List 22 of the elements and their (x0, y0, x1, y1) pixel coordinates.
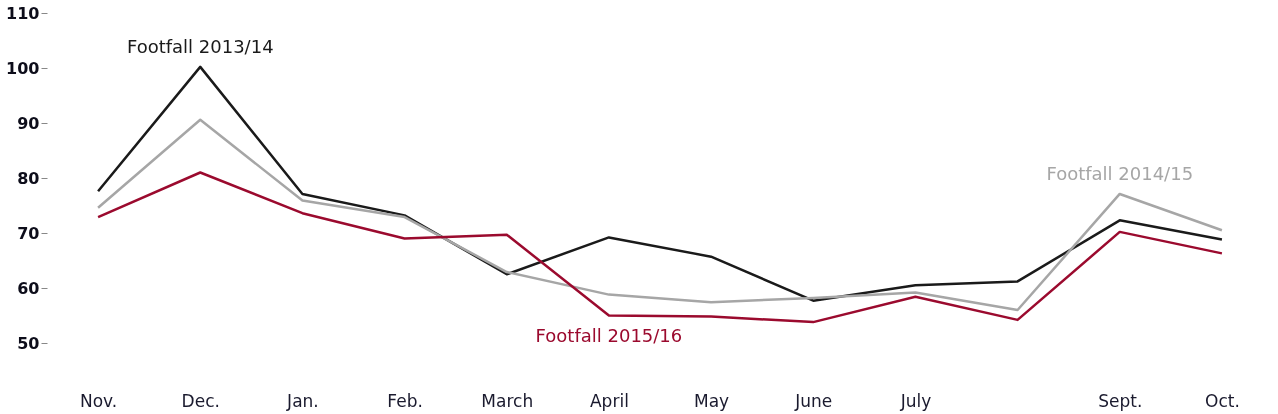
x-tick-label: April (589, 390, 629, 411)
y-tick-label: 100 (6, 58, 40, 78)
y-tick-label: 110 (6, 3, 40, 23)
x-tick-label: Feb. (387, 390, 423, 411)
x-tick-label: Nov. (79, 390, 118, 411)
y-tick-label: 80 (17, 168, 40, 188)
x-tick-label: March (481, 390, 534, 411)
series-label: Footfall 2014/15 (1046, 162, 1194, 184)
x-tick-label: July (899, 390, 932, 411)
y-tick-label: 70 (17, 223, 40, 243)
x-tick-label: May (694, 390, 730, 411)
x-tick-label: Oct. (1205, 390, 1240, 411)
x-tick-label: June (794, 390, 833, 411)
line-series (96, 118, 1224, 312)
x-tick-label: Dec. (181, 390, 220, 411)
x-tick-label: Jan. (286, 390, 319, 411)
x-tick-label: Sept. (1098, 390, 1143, 411)
series-label: Footfall 2015/16 (535, 324, 683, 346)
y-tick-label: 50 (17, 333, 40, 353)
series-label: Footfall 2013/14 (126, 35, 274, 57)
y-tick-label: 90 (17, 113, 40, 133)
y-tick-label: 60 (17, 278, 40, 298)
